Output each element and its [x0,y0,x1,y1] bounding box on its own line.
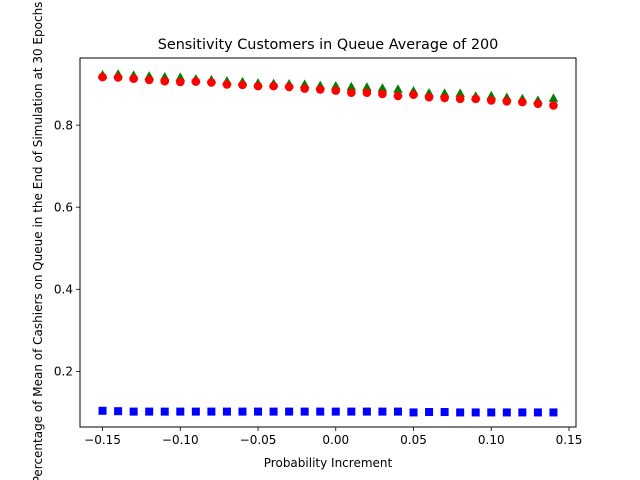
square-point [518,408,527,417]
triangle-point [346,81,357,91]
circle-point [222,80,232,89]
square-point [347,407,356,416]
circle-point [315,85,325,94]
triangle-point [393,84,403,93]
square-point [129,407,138,416]
triangle-point [548,93,559,102]
square-point [145,407,154,416]
circle-point [253,81,263,91]
triangle-point [455,88,465,97]
circle-point [238,80,247,90]
square-point [269,407,278,416]
circle-point [331,86,341,95]
square-point [409,408,418,417]
square-point [502,408,511,417]
y-axis-ticks: 0.2 0.4 0.6 0.8 [54,118,80,379]
square-point [378,407,387,416]
circle-point [471,94,481,104]
square-point [425,408,434,417]
triangle-point [377,83,388,92]
circle-point [533,99,543,109]
square-point [300,407,309,416]
square-point [160,407,169,416]
circle-point [175,77,185,87]
x-tick-label: 0.15 [556,433,583,447]
circle-point [440,93,449,103]
square-point [362,407,371,416]
square-point [98,406,107,415]
x-tick-label: −0.15 [84,433,121,447]
square-point [440,408,449,417]
plot-frame [79,57,577,428]
circle-point [144,75,154,85]
y-tick-label: 0.8 [54,118,73,132]
circle-point [362,88,372,97]
square-point [533,408,542,417]
square-point [487,408,496,417]
square-point [331,407,340,416]
circle-point [98,72,107,82]
x-axis-ticks: −0.15 −0.10 −0.05 0.00 0.05 0.10 0.15 [84,427,582,447]
circle-point [160,76,170,86]
circle-point [549,101,558,110]
square-point [238,407,247,416]
circle-point [424,92,434,102]
circle-point [284,82,294,92]
y-tick-label: 0.6 [54,201,73,215]
circle-point [191,77,201,86]
circle-point [486,96,496,105]
square-point [207,407,216,416]
circle-point [502,97,512,106]
square-point [222,407,231,416]
circle-point [393,91,403,101]
x-tick-label: −0.10 [162,433,199,447]
square-point [176,407,185,416]
square-point [285,407,294,416]
square-point [191,407,200,416]
circle-point [409,90,418,100]
square-point [393,407,402,416]
square-point [471,408,480,417]
circle-point [300,84,309,93]
triangle-point [362,82,372,91]
chart-title: Sensitivity Customers in Queue Average o… [158,37,499,53]
circle-point [518,97,527,107]
x-tick-label: 0.10 [478,433,505,447]
x-tick-label: 0.05 [400,433,427,447]
y-axis-label: Percentage of Mean of Cashiers on Queue … [31,2,45,480]
square-point [549,408,558,417]
circle-point [269,81,278,91]
square-point [114,407,123,416]
circle-point [378,89,387,99]
circle-point [347,88,356,97]
circle-point [455,94,465,104]
circle-point [207,78,216,87]
circle-point [129,74,138,84]
square-point [254,407,263,416]
square-point [456,408,465,417]
x-tick-label: −0.05 [240,433,277,447]
y-tick-label: 0.2 [54,365,73,379]
data-points [97,69,559,417]
y-tick-label: 0.4 [54,283,73,297]
circle-point [113,73,123,82]
square-point [316,407,325,416]
x-axis-label: Probability Increment [264,456,393,470]
x-tick-label: 0.00 [322,433,349,447]
